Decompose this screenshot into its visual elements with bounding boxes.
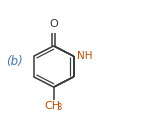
- Text: O: O: [49, 19, 58, 29]
- Text: CH: CH: [45, 101, 61, 111]
- Text: NH: NH: [77, 51, 93, 61]
- Text: (b): (b): [6, 55, 23, 68]
- Text: 3: 3: [57, 103, 62, 112]
